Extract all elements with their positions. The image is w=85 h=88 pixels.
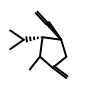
Polygon shape xyxy=(46,22,62,40)
